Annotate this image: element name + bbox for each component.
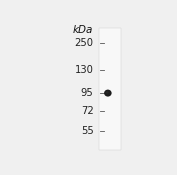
Text: 55: 55 <box>81 127 93 136</box>
Text: kDa: kDa <box>73 25 93 35</box>
Ellipse shape <box>104 90 112 97</box>
Text: 130: 130 <box>75 65 93 75</box>
Ellipse shape <box>106 91 109 94</box>
Text: 250: 250 <box>75 38 93 48</box>
Bar <box>99 28 121 150</box>
Text: 95: 95 <box>81 88 93 98</box>
Text: 72: 72 <box>81 106 93 116</box>
